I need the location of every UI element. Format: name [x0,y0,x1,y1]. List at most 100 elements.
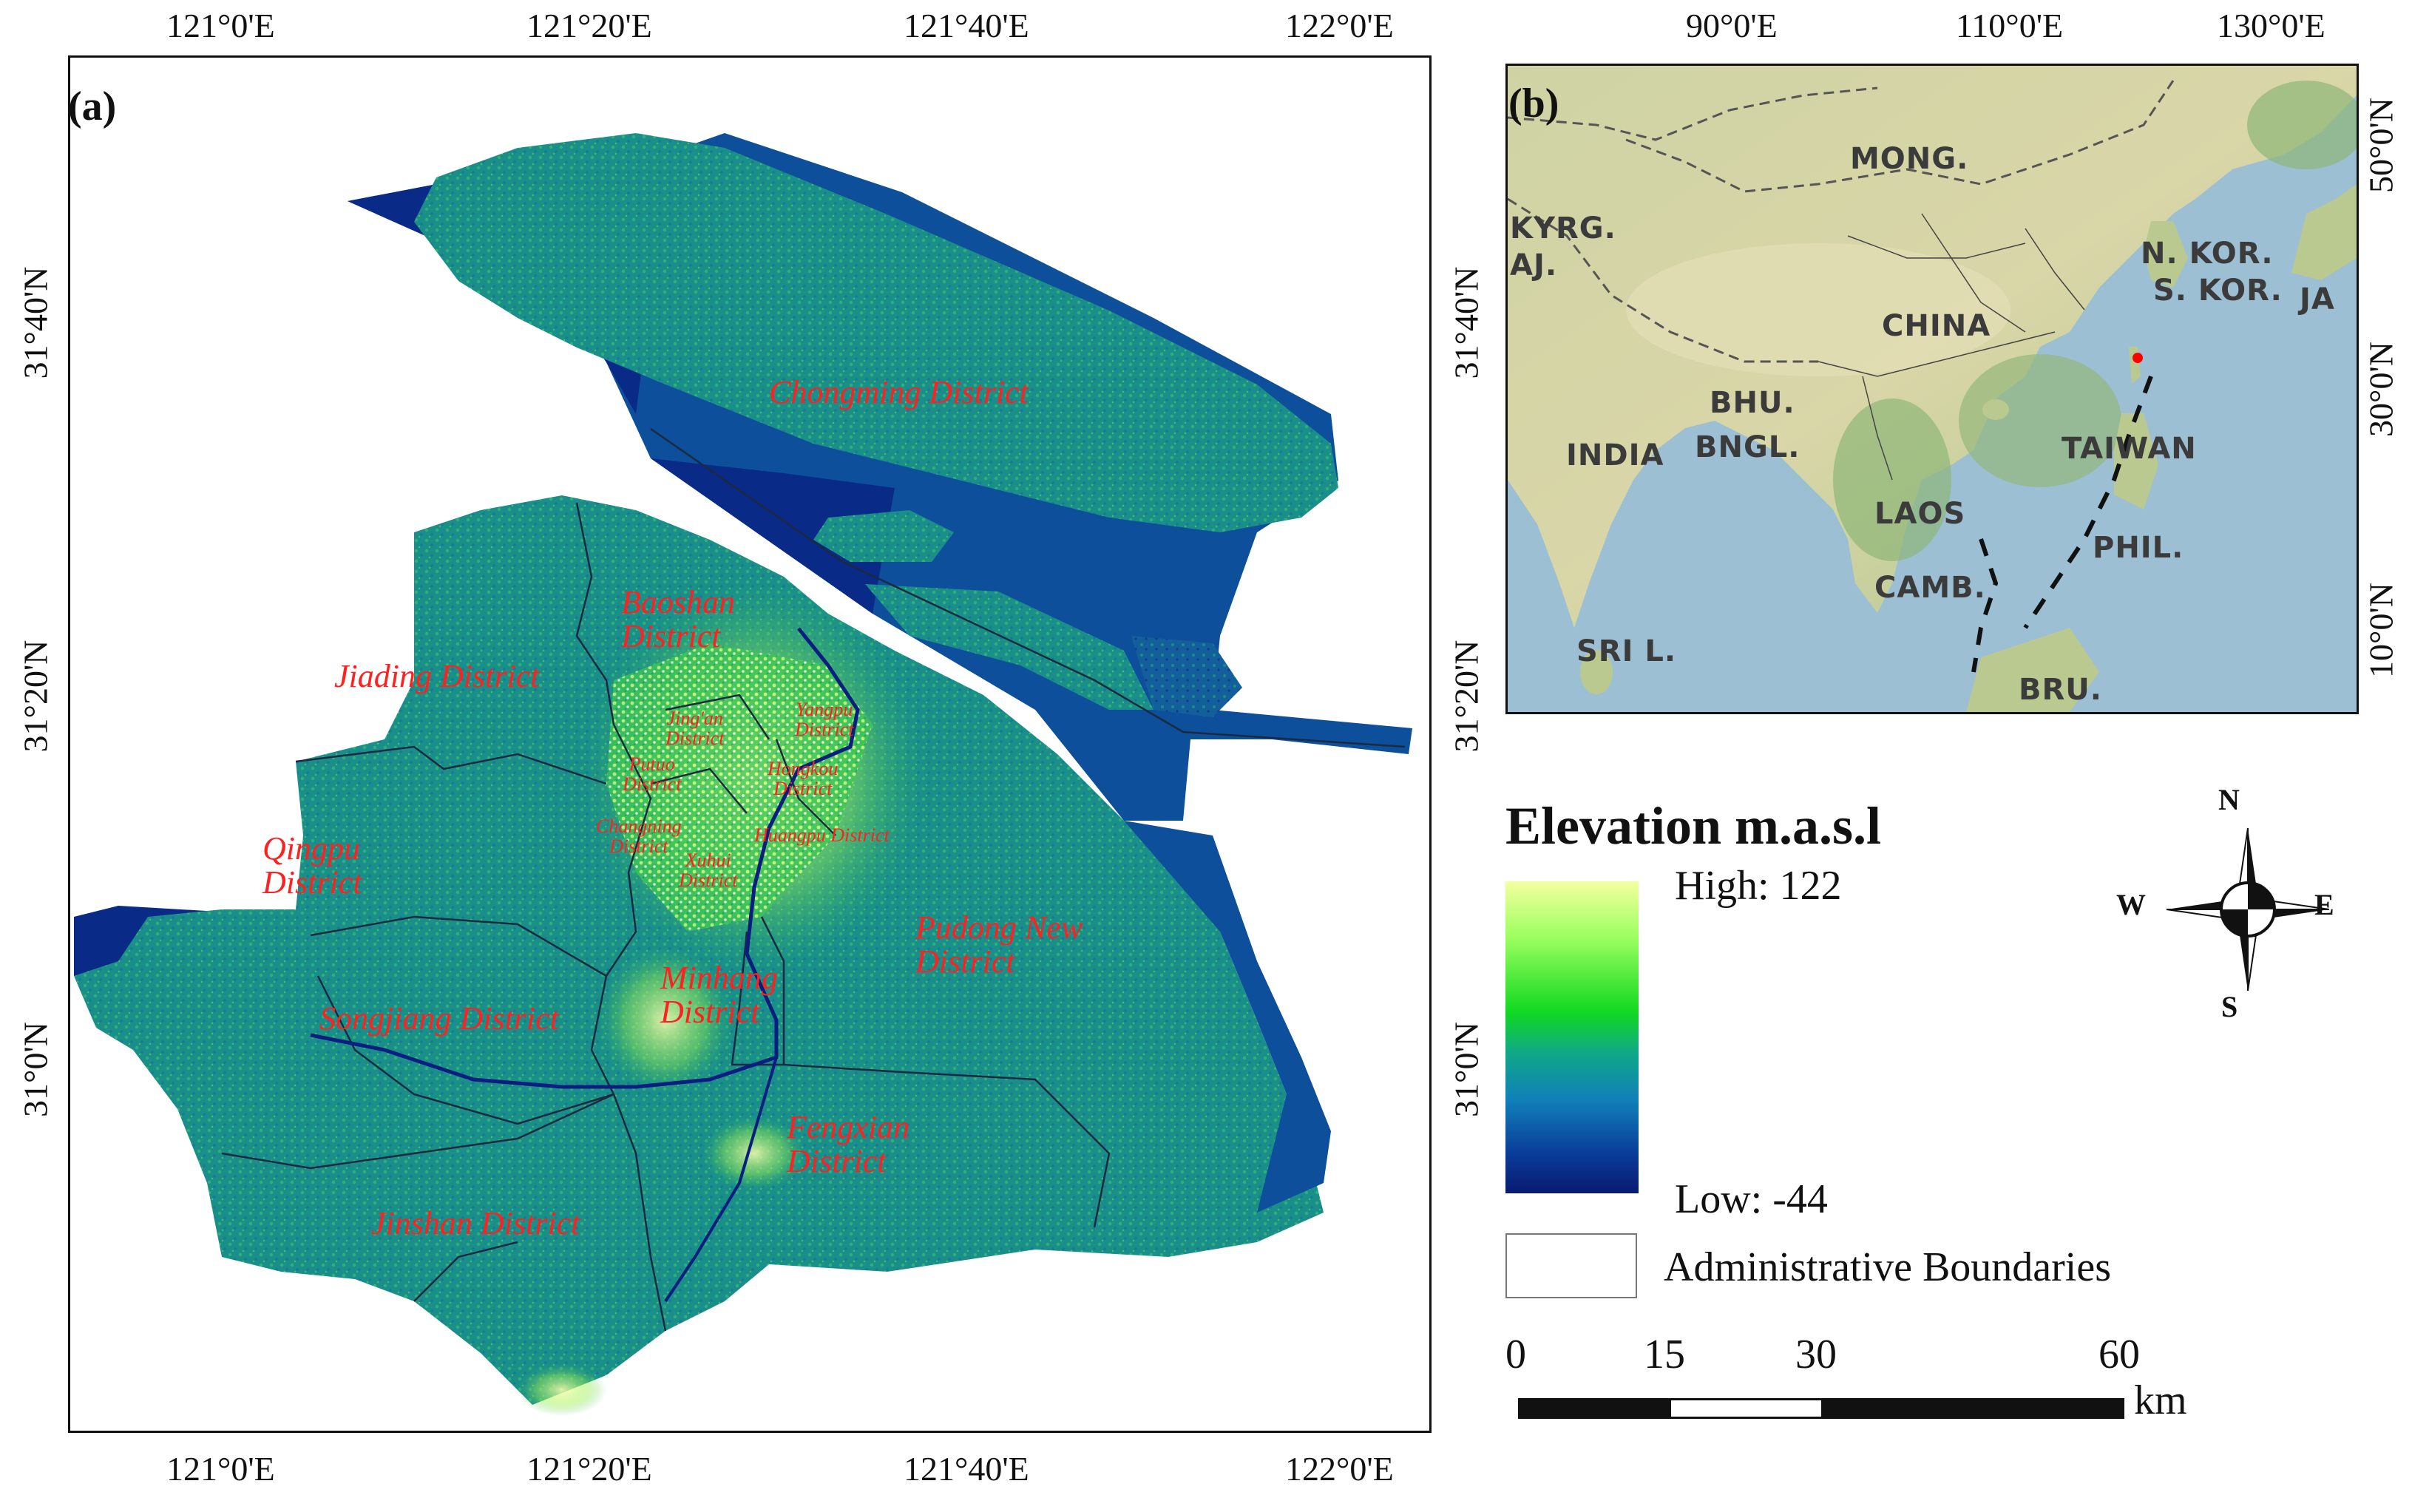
panel-a-top-tick: 121°40'E [904,7,1029,44]
hainan [1982,399,2009,420]
philippines [2114,413,2158,509]
country-label-phil: PHIL. [2093,531,2184,565]
panel-a-top-tick: 122°0'E [1285,7,1394,44]
jiuduansha-shoal [1131,636,1242,717]
district-label-huangpu: Huangpu District [754,824,890,846]
scale-segment-3 [1821,1400,2122,1417]
district-label-hongkou-text: Hongkou District [768,758,839,800]
tibet-plateau [1626,243,2010,376]
district-label-jingan: Jing'an District [665,708,724,749]
district-label-jiading: Jiading District [334,658,540,694]
panel-a-left-tick: 31°20'N [16,640,55,753]
country-label-skor: S. KOR. [2153,274,2283,308]
south-china-green [1959,354,2121,487]
panel-b-right-tick: 30°0'N [2362,342,2400,437]
district-label-chongming: Chongming District [769,374,1029,410]
shanghai-elevation-map [74,133,1412,1416]
district-label-jinshan: Jinshan District [371,1205,580,1241]
compass-n: N [2218,783,2240,816]
boundary-legend-swatch [1505,1233,1637,1298]
district-label-minhang-text: Minhang District [660,960,778,1031]
scale-segment-2 [1670,1400,1821,1417]
district-label-yangpu: Yangpu District [795,699,853,740]
manchuria-green [2247,81,2357,169]
district-label-changning: Changning District [596,816,682,857]
panel-a-right-tick: 31°40'N [1447,266,1486,379]
country-label-china: CHINA [1882,309,1991,343]
panel-a-top-tick: 121°0'E [166,7,275,44]
legend-title: Elevation m.a.s.l [1505,796,1882,855]
panel-a-frame [68,55,1432,1433]
nine-dash-line [1971,375,2153,673]
province-borders [1818,213,2085,481]
district-label-songjiang: Songjiang District [319,1000,559,1037]
district-label-pudong-text: Pudong New District [915,909,1083,980]
district-label-fengxian: Fengxian District [787,1109,910,1180]
district-label-fengxian-text: Fengxian District [787,1109,910,1180]
scale-label-60: 60 [2098,1332,2140,1377]
district-label-pudong: Pudong New District [915,909,1083,980]
country-label-bhu: BHU. [1710,386,1795,420]
panel-a-bottom-tick: 121°40'E [904,1450,1029,1488]
north-arrow-compass [2166,827,2330,991]
panel-b-top-tick: 90°0'E [1686,7,1778,44]
legend-high-label: High: 122 [1675,863,1842,909]
district-label-minhang: Minhang District [660,960,778,1031]
panel-a-left-tick: 31°40'N [16,266,55,379]
country-label-kyrg: KYRG. [1510,211,1616,245]
panel-a-label: (a) [68,84,117,129]
scale-unit: km [2134,1377,2187,1423]
panel-a-right-tick: 31°0'N [1447,1022,1486,1117]
district-label-xuhui: Xuhui District [679,850,737,891]
coastal-shelf [1124,821,1331,1213]
district-label-hongkou: Hongkou District [768,759,838,799]
scale-segment-1 [1520,1400,1671,1417]
district-label-putuo-text: Putuo District [623,753,682,796]
panel-b-right-tick: 10°0'N [2362,583,2400,678]
shanghai-location-marker [2132,353,2143,363]
panel-a-bottom-tick: 121°0'E [166,1450,275,1488]
scale-label-0: 0 [1505,1332,1526,1377]
panel-b-top-tick: 130°0'E [2217,7,2325,44]
panel-a-bottom-tick: 122°0'E [1285,1450,1394,1488]
country-label-laos: LAOS [1874,497,1966,531]
district-label-baoshan-text: Baoshan District [621,584,735,655]
river-south [664,1057,778,1303]
panel-b-frame [1505,64,2359,714]
huangpu-river [310,627,860,1089]
panel-a-bottom-tick: 121°20'E [526,1450,652,1488]
country-label-bru: BRU. [2019,673,2102,707]
japan [2291,184,2357,280]
legend-low-label: Low: -44 [1675,1176,1828,1222]
scale-bar [1518,1398,2124,1419]
district-label-baoshan: Baoshan District [621,584,735,655]
legend-boundary-label: Administrative Boundaries [1664,1244,2112,1290]
estuary-deep-channel [651,458,895,614]
hengsha-island [813,510,954,562]
urban-core [606,643,873,932]
country-label-india: INDIA [1566,438,1664,472]
district-label-jingan-text: Jing'an District [665,708,725,750]
scale-label-15: 15 [1644,1332,1685,1377]
district-label-yangpu-text: Yangpu District [795,699,854,741]
district-label-xuhui-text: Xuhui District [679,850,738,892]
district-label-changning-text: Changning District [596,816,682,858]
country-label-nkor: N. KOR. [2141,237,2274,271]
panel-b-top-tick: 110°0'E [1956,7,2064,44]
country-label-mong: MONG. [1850,142,1969,176]
district-label-qingpu-text: Qingpu District [262,830,362,901]
country-label-bngl: BNGL. [1695,430,1800,464]
panel-a-top-tick: 121°20'E [526,7,652,44]
administrative-boundaries [221,427,1406,1332]
country-label-ja: JA [2300,282,2335,316]
country-label-taiwan: TAIWAN [2062,432,2197,466]
jinshan-glow [518,1364,606,1416]
chongming-island [414,133,1338,532]
compass-w: W [2116,888,2146,921]
asia-locator-map [1508,66,2357,712]
elevation-color-ramp [1505,881,1639,1193]
korea [2144,221,2188,288]
panel-b-right-tick: 50°0'N [2362,98,2400,193]
sri-lanka [1580,650,1613,694]
borneo [1966,628,2099,712]
